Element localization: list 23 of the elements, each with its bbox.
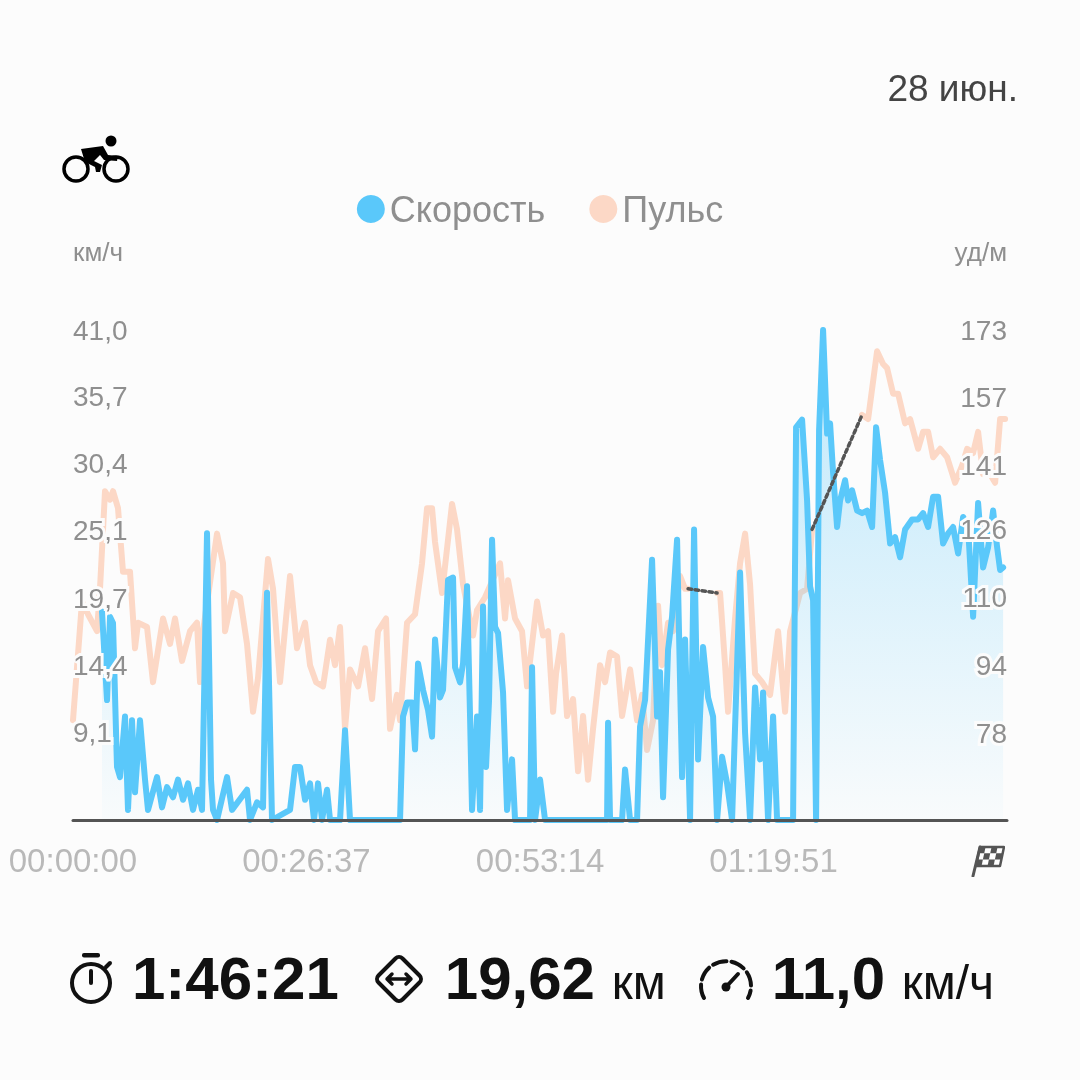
y-tick-label: 41,0 xyxy=(73,314,128,346)
y2-tick-label: 94 xyxy=(975,649,1007,681)
chart-title: 28 июн. xyxy=(887,68,1018,110)
x-tick-label: 00:26:37 xyxy=(242,842,371,879)
y-tick-label: 30,4 xyxy=(73,448,128,480)
y-tick-label: 35,7 xyxy=(73,381,128,413)
y2-tick-label: 141 xyxy=(960,450,1007,482)
legend-label: Скорость xyxy=(389,188,546,230)
y2-axis-title: уд/м xyxy=(954,237,1007,267)
y-axis-title: км/ч xyxy=(73,237,124,267)
y2-tick-label: 173 xyxy=(960,314,1007,346)
text: 1:46:21 xyxy=(132,945,339,1012)
text: 19,62 км xyxy=(444,945,666,1012)
y2-tick-label: 157 xyxy=(960,382,1007,414)
legend-label: Пульс xyxy=(622,188,724,230)
x-tick-label: 00:00:00 xyxy=(8,842,138,879)
x-tick-label: 01:19:51 xyxy=(709,842,838,879)
text: 11,0 км/ч xyxy=(771,945,995,1012)
x-tick-label: 00:53:14 xyxy=(475,842,605,879)
y2-tick-label: 78 xyxy=(975,717,1007,749)
y-tick-label: 25,1 xyxy=(73,515,128,547)
y-tick-label: 9,1 xyxy=(73,717,112,749)
y-tick-label: 19,7 xyxy=(73,583,128,615)
